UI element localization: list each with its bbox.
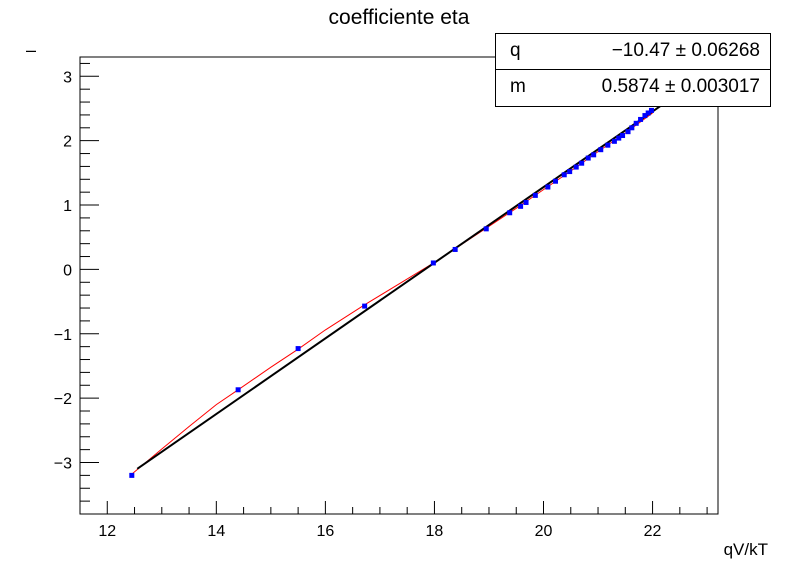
x-tick-label: 12: [98, 523, 116, 540]
y-tick-label: 0: [63, 262, 72, 279]
data-point: [483, 226, 489, 232]
y-tick-label: −2: [54, 391, 72, 408]
data-point: [235, 387, 241, 393]
data-point: [545, 184, 551, 190]
data-point: [518, 203, 524, 209]
data-point: [573, 164, 579, 170]
x-tick-label: 22: [644, 523, 662, 540]
data-point: [648, 107, 654, 113]
data-point: [452, 246, 458, 252]
data-point: [591, 152, 597, 158]
plot-frame: [79, 56, 719, 515]
data-point: [507, 210, 513, 216]
data-point: [629, 125, 635, 131]
data-point: [605, 142, 611, 148]
stats-value-m: 0.5874 ± 0.003017: [601, 76, 760, 97]
chart-title: coefficiente eta: [328, 6, 470, 29]
data-point: [625, 129, 631, 135]
data-point: [362, 303, 368, 309]
data-point: [598, 147, 604, 153]
y-tick-label: 2: [63, 134, 72, 151]
fit-line: [136, 103, 665, 470]
data-point: [430, 260, 436, 266]
data-point: [585, 155, 591, 161]
data-point: [645, 110, 651, 116]
x-tick-label: 20: [535, 523, 553, 540]
y-tick-label: 3: [63, 69, 72, 86]
data-point: [561, 172, 567, 178]
stats-key-m: m: [510, 76, 526, 97]
y-tick-label: −3: [54, 456, 72, 473]
stats-row-q: q −10.47 ± 0.06268: [496, 34, 770, 70]
x-tick-label: 18: [426, 523, 444, 540]
y-tick-label: 1: [63, 198, 72, 215]
data-point: [523, 199, 529, 205]
data-point: [532, 192, 538, 198]
fit-stats-box: q −10.47 ± 0.06268 m 0.5874 ± 0.003017: [495, 33, 771, 107]
data-point: [553, 178, 559, 184]
data-point: [633, 120, 639, 126]
data-point: [295, 346, 301, 352]
x-axis-label: qV/kT: [723, 540, 768, 559]
stats-value-q: −10.47 ± 0.06268: [611, 40, 760, 61]
data-point: [642, 113, 648, 119]
data-point: [129, 472, 135, 478]
data-point: [638, 116, 644, 122]
data-point: [611, 138, 617, 144]
x-tick-label: 16: [316, 523, 334, 540]
data-point: [616, 135, 622, 141]
data-point: [620, 133, 626, 139]
y-tick-label: −1: [54, 327, 72, 344]
stats-key-q: q: [510, 40, 521, 61]
stats-row-m: m 0.5874 ± 0.003017: [496, 70, 770, 106]
x-tick-label: 14: [207, 523, 225, 540]
y-axis-label: –: [26, 40, 37, 60]
data-point: [579, 160, 585, 166]
data-point: [567, 169, 573, 175]
